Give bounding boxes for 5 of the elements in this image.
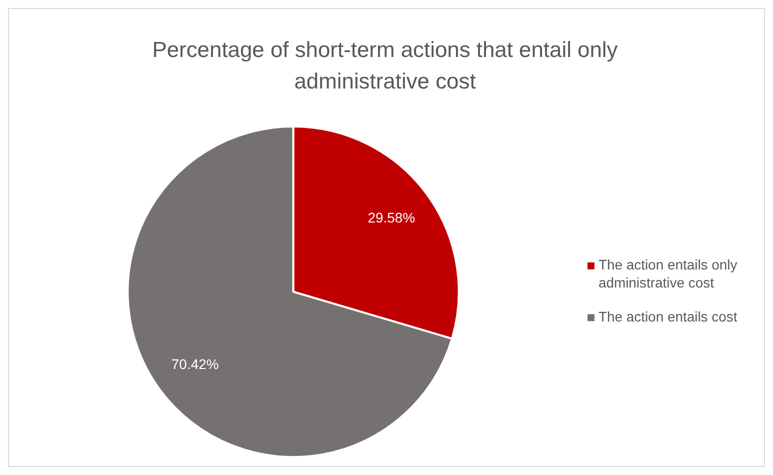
- legend-label: The action entails cost: [598, 308, 738, 324]
- chart-title: Percentage of short-term actions that entail only administrative cost: [152, 36, 618, 94]
- legend-label: The action entails only administrative cost: [598, 256, 738, 291]
- data-label: 70.42%: [171, 356, 219, 372]
- data-label: 29.58%: [368, 209, 416, 226]
